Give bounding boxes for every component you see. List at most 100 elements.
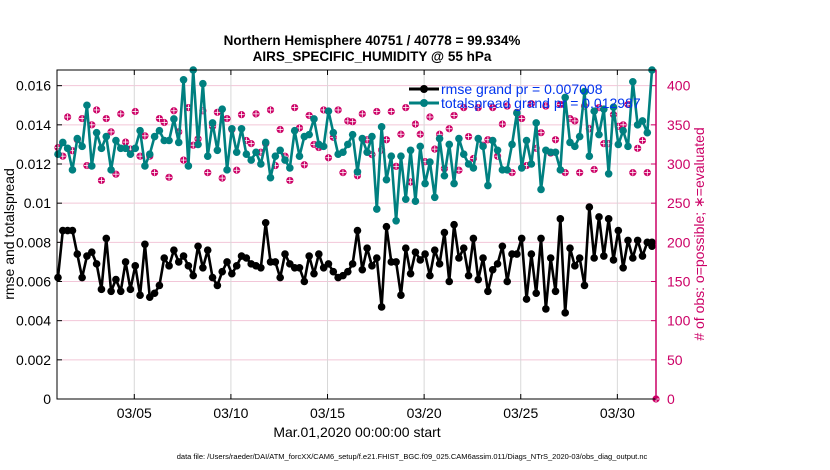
totalspread-point <box>358 134 367 143</box>
x-tick-label: 03/10 <box>213 405 248 421</box>
totalspread-point <box>556 166 565 174</box>
rmse-point <box>421 250 429 258</box>
totalspread-point <box>83 101 91 110</box>
totalspread-point <box>348 130 357 139</box>
rmse-point <box>179 252 188 260</box>
y-tick-label: 0.012 <box>16 156 51 172</box>
totalspread-point <box>261 138 270 147</box>
totalspread-point <box>537 185 545 194</box>
rmse-point <box>537 234 545 243</box>
rmse-point <box>459 244 468 253</box>
obs-point <box>474 104 482 112</box>
totalspread-point <box>286 164 294 172</box>
x-tick-label: 03/25 <box>503 405 538 421</box>
rmse-point <box>575 254 584 262</box>
rmse-point <box>517 234 526 243</box>
obs-point <box>643 169 651 177</box>
rmse-point <box>455 254 463 262</box>
rmse-point <box>503 277 512 286</box>
totalspread-point <box>208 119 217 127</box>
totalspread-point <box>228 124 236 133</box>
obs-point <box>634 144 642 152</box>
rmse-point <box>406 269 415 278</box>
x-axis-ticks: 03/05 03/10 03/15 03/20 03/25 03/30 <box>117 70 635 421</box>
rmse-point <box>329 267 338 276</box>
totalspread-point <box>411 197 420 206</box>
y-tick-label: 0.016 <box>16 78 51 94</box>
obs-point <box>382 136 391 144</box>
rmse-point <box>595 213 603 221</box>
right-tick-label: 250 <box>667 195 691 211</box>
rmse-point <box>435 260 444 268</box>
totalspread-point <box>479 142 487 151</box>
rmse-point <box>464 271 473 280</box>
rmse-point <box>493 260 502 268</box>
obs-point <box>590 165 598 174</box>
rmse-point <box>604 215 613 223</box>
totalspread-point <box>107 166 115 174</box>
totalspread-point <box>619 126 627 135</box>
totalspread-point <box>324 107 333 115</box>
x-tick-label: 03/30 <box>600 405 635 421</box>
obs-point <box>339 169 347 177</box>
totalspread-point <box>242 150 251 159</box>
obs-point <box>619 121 627 129</box>
rmse-point <box>189 271 198 280</box>
totalspread-point <box>276 146 284 155</box>
chart-subtitle: AIRS_SPECIFIC_HUMIDITY @ 55 hPa <box>253 49 492 64</box>
totalspread-point <box>561 93 569 102</box>
totalspread-point <box>571 142 579 151</box>
rmse-point <box>261 218 270 227</box>
rmse-point <box>208 273 217 282</box>
y-tick-label: 0 <box>43 391 51 407</box>
totalspread-point <box>575 132 584 141</box>
y-tick-label: 0.006 <box>16 274 51 290</box>
totalspread-point <box>372 205 381 213</box>
obs-point <box>107 128 115 136</box>
rmse-point <box>281 250 289 258</box>
rmse-point <box>136 291 144 300</box>
obs-point <box>527 100 535 108</box>
rmse-point <box>276 273 284 282</box>
obs-point <box>489 104 497 112</box>
obs-point <box>88 121 96 129</box>
totalspread-point <box>199 79 207 88</box>
rmse-point <box>561 309 569 317</box>
totalspread-point <box>87 162 96 170</box>
totalspread-point <box>604 169 613 178</box>
obs-point <box>165 173 173 181</box>
rmse-point <box>174 258 183 266</box>
totalspread-point <box>392 216 400 225</box>
obs-point <box>247 140 255 148</box>
rmse-point <box>78 273 86 282</box>
totalspread-point <box>387 152 396 160</box>
rmse-point <box>609 256 618 264</box>
totalspread-point <box>595 130 603 139</box>
obs-point <box>556 100 564 109</box>
totalspread-point <box>474 134 483 143</box>
obs-point <box>576 169 584 177</box>
totalspread-point <box>165 136 173 145</box>
rmse-point <box>155 281 164 290</box>
obs-point <box>464 132 473 141</box>
obs-point <box>450 111 458 120</box>
rmse-point <box>619 263 627 272</box>
rmse-point <box>527 250 536 258</box>
totalspread-point <box>638 117 647 125</box>
totalspread-point <box>174 138 183 147</box>
rmse-point <box>590 254 598 262</box>
rmse-point <box>203 246 212 254</box>
x-tick-label: 03/20 <box>407 405 442 421</box>
rmse-point <box>97 285 106 294</box>
totalspread-point <box>213 146 222 155</box>
totalspread-point <box>58 138 67 147</box>
totalspread-point <box>339 148 347 157</box>
totalspread-series <box>54 66 656 225</box>
rmse-point <box>310 269 318 278</box>
rmse-point <box>112 275 120 284</box>
totalspread-point <box>609 103 618 112</box>
rmse-point <box>87 248 96 256</box>
totalspread-point <box>121 144 130 153</box>
totalspread-point <box>629 77 637 86</box>
totalspread-point <box>150 132 159 141</box>
